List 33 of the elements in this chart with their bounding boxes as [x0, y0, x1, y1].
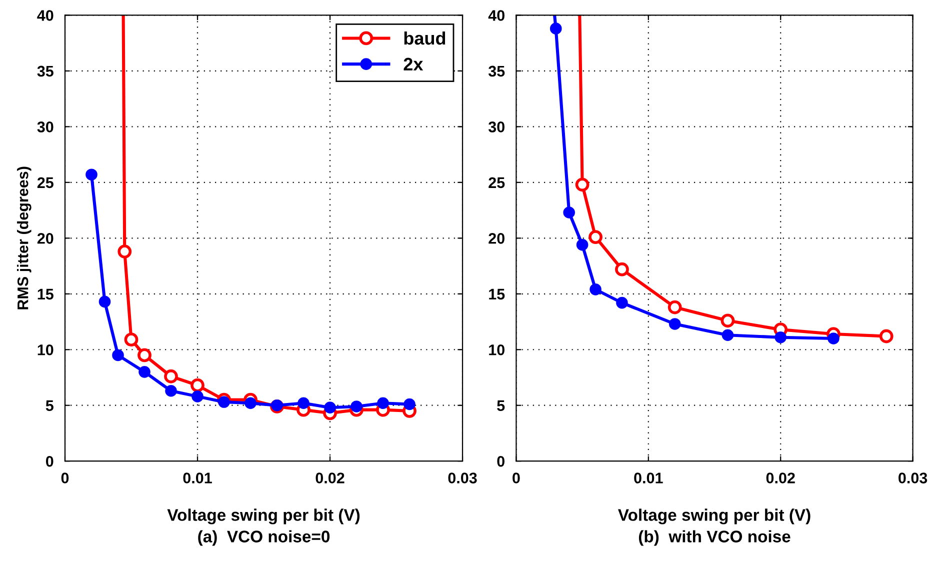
y-tick-label: 5	[497, 400, 505, 412]
y-tick-label: 35	[488, 66, 505, 77]
y-tick-label: 0	[46, 456, 54, 467]
x-tick-label: 0.02	[316, 472, 344, 484]
x-tick-label: 0.03	[448, 472, 477, 484]
y-tick-label: 40	[488, 10, 504, 21]
y-tick-label: 25	[37, 177, 54, 188]
legend-label: 2x	[404, 58, 424, 70]
legend-label: baud	[404, 31, 446, 45]
x-axis-title: Voltage swing per bit (V)	[618, 508, 810, 524]
text: (b) with VCO noise	[638, 530, 790, 546]
y-tick-label: 20	[37, 233, 54, 244]
x-tick-label: 0.01	[634, 472, 663, 484]
y-axis-title: RMS jitter (degrees)	[17, 166, 32, 310]
y-tick-label: 15	[38, 288, 54, 300]
x-tick-label: 0.03	[898, 472, 928, 484]
text: (a) VCO noise=0	[198, 530, 330, 546]
x-tick-label: 0.01	[183, 472, 212, 484]
y-tick-label: 30	[37, 122, 54, 132]
y-tick-label: 20	[488, 233, 504, 244]
y-tick-label: 30	[488, 122, 504, 132]
x-axis-title: Voltage swing per bit (V)	[167, 508, 360, 524]
y-tick-label: 15	[489, 288, 505, 300]
x-tick-label: 0.02	[766, 472, 795, 484]
y-tick-label: 25	[488, 177, 505, 188]
y-tick-label: 35	[37, 66, 54, 77]
y-tick-label: 0	[497, 456, 504, 467]
y-tick-label: 5	[46, 400, 54, 412]
y-tick-label: 40	[37, 10, 54, 21]
y-tick-label: 10	[489, 344, 504, 356]
y-tick-label: 10	[38, 344, 54, 356]
x-tick-label: 0	[61, 472, 69, 484]
x-tick-label: 0	[512, 472, 520, 484]
